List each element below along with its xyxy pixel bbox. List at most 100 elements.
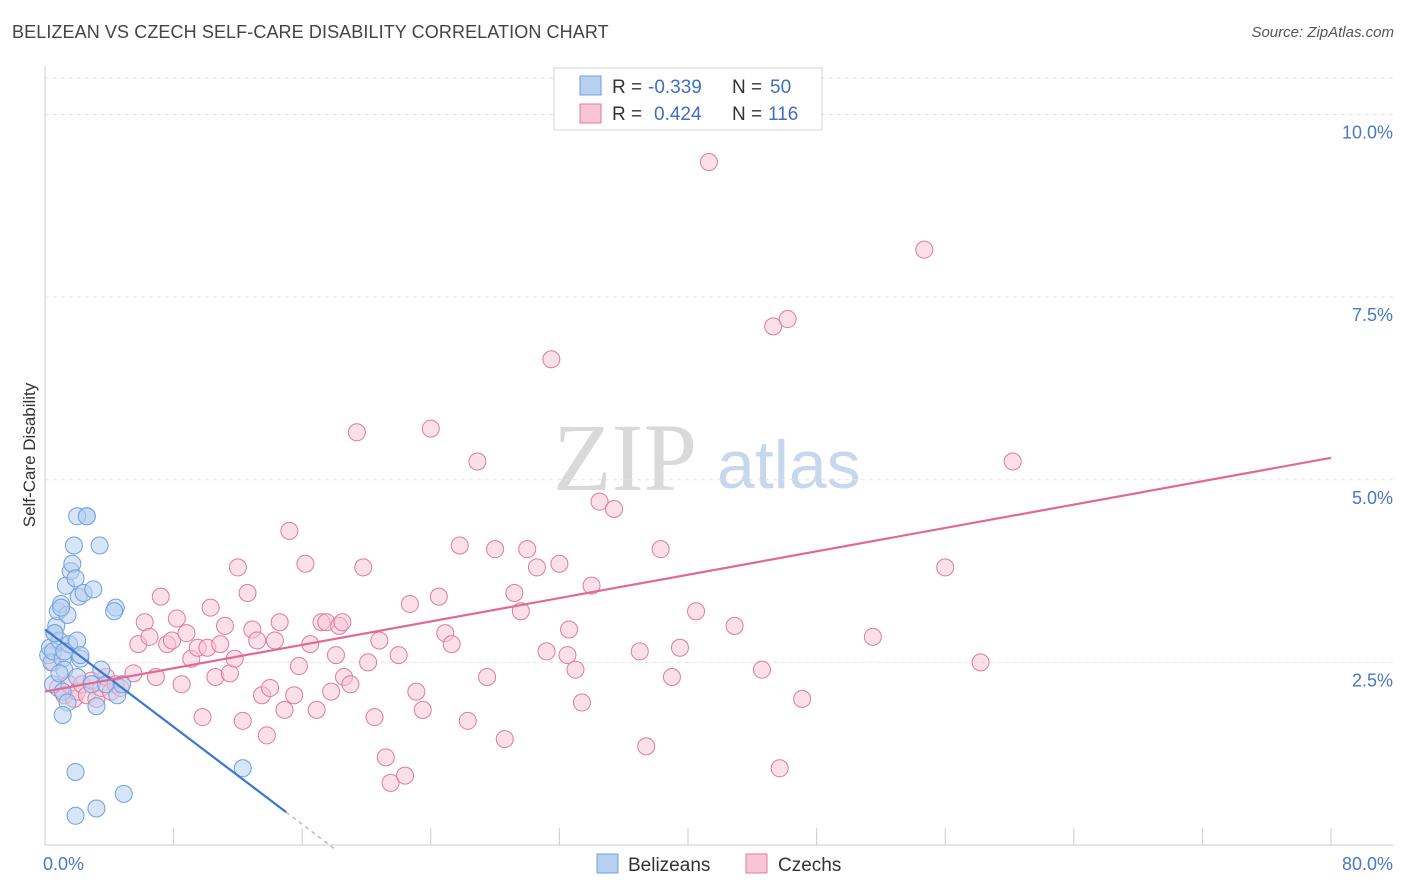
series-legend-label-belizeans: Belizeans <box>628 855 710 876</box>
point-czechs <box>326 646 345 665</box>
point-czechs <box>421 419 440 438</box>
point-czechs <box>725 616 744 635</box>
point-czechs <box>333 613 352 632</box>
point-belizeans <box>113 675 132 694</box>
point-czechs <box>365 708 384 727</box>
point-czechs <box>238 583 257 602</box>
point-czechs <box>354 558 373 577</box>
y-tick-label: 2.5% <box>1352 670 1393 690</box>
point-belizeans <box>53 705 72 724</box>
point-czechs <box>172 675 191 694</box>
point-belizeans <box>50 664 69 683</box>
point-czechs <box>450 536 469 555</box>
point-belizeans <box>233 759 252 778</box>
point-czechs <box>752 660 771 679</box>
point-czechs <box>605 499 624 518</box>
point-belizeans <box>66 762 85 781</box>
point-belizeans <box>87 697 106 716</box>
point-czechs <box>670 638 689 657</box>
point-czechs <box>280 521 299 540</box>
point-czechs <box>193 708 212 727</box>
point-belizeans <box>64 536 83 555</box>
point-czechs <box>560 620 579 639</box>
y-tick-label: 5.0% <box>1352 488 1393 508</box>
point-czechs <box>505 583 524 602</box>
point-czechs <box>376 748 395 767</box>
legend-n-label-czechs: N = <box>732 104 762 125</box>
point-czechs <box>289 657 308 676</box>
point-czechs <box>211 635 230 654</box>
legend-n-belizeans: 50 <box>770 77 791 98</box>
point-czechs <box>764 317 783 336</box>
point-czechs <box>400 594 419 613</box>
point-czechs <box>468 452 487 471</box>
point-czechs <box>558 646 577 665</box>
point-belizeans <box>114 784 133 803</box>
point-czechs <box>257 726 276 745</box>
legend-n-label-belizeans: N = <box>732 77 762 98</box>
point-czechs <box>347 423 366 442</box>
point-czechs <box>662 667 681 686</box>
point-czechs <box>495 730 514 749</box>
point-czechs <box>687 602 706 621</box>
legend-r-label-czechs: R = <box>612 104 642 125</box>
stats-legend: R = -0.339 N = 50 R = 0.424 N = 116 <box>553 67 823 131</box>
point-czechs <box>248 631 267 650</box>
point-czechs <box>572 693 591 712</box>
point-czechs <box>265 631 284 650</box>
point-czechs <box>389 646 408 665</box>
point-czechs <box>359 653 378 672</box>
data-points <box>39 153 1022 825</box>
point-czechs <box>442 635 461 654</box>
y-axis-title: Self-Care Disability <box>20 382 39 527</box>
point-czechs <box>140 627 159 646</box>
source-credit: Source: ZipAtlas.com <box>1251 24 1394 41</box>
x-tick-label-max: 80.0% <box>1342 854 1393 874</box>
point-belizeans <box>90 536 109 555</box>
point-czechs <box>537 642 556 661</box>
point-czechs <box>971 653 990 672</box>
point-czechs <box>527 558 546 577</box>
point-czechs <box>296 554 315 573</box>
point-czechs <box>1003 452 1022 471</box>
point-belizeans <box>87 799 106 818</box>
legend-r-belizeans: -0.339 <box>648 77 702 98</box>
trend-extension-belizeans <box>285 811 335 850</box>
point-czechs <box>228 558 247 577</box>
point-czechs <box>936 558 955 577</box>
point-czechs <box>216 616 235 635</box>
legend-r-label-belizeans: R = <box>612 77 642 98</box>
point-czechs <box>863 627 882 646</box>
series-legend-swatch-belizeans <box>596 853 619 874</box>
series-legend-swatch-czechs <box>745 853 768 874</box>
point-czechs <box>270 613 289 632</box>
y-tick-label: 10.0% <box>1342 123 1393 143</box>
point-czechs <box>637 737 656 756</box>
point-belizeans <box>105 602 124 621</box>
point-belizeans <box>66 569 85 588</box>
point-belizeans <box>77 507 96 526</box>
axes <box>44 66 1393 846</box>
point-czechs <box>285 686 304 705</box>
point-czechs <box>478 667 497 686</box>
point-czechs <box>630 642 649 661</box>
trend-line-belizeans <box>44 628 287 814</box>
point-czechs <box>915 240 934 259</box>
legend-n-czechs: 116 <box>768 104 798 125</box>
point-czechs <box>322 682 341 701</box>
point-czechs <box>793 689 812 708</box>
series-legend-label-czechs: Czechs <box>778 855 841 876</box>
point-czechs <box>370 631 389 650</box>
point-czechs <box>177 624 196 643</box>
point-czechs <box>778 310 797 329</box>
point-czechs <box>566 660 585 679</box>
point-belizeans <box>84 580 103 599</box>
point-czechs <box>381 773 400 792</box>
watermark-atlas: atlas <box>717 427 861 503</box>
point-belizeans <box>45 624 64 643</box>
point-czechs <box>429 587 448 606</box>
x-tick-label-min: 0.0% <box>43 854 84 874</box>
point-czechs <box>550 554 569 573</box>
point-czechs <box>201 598 220 617</box>
